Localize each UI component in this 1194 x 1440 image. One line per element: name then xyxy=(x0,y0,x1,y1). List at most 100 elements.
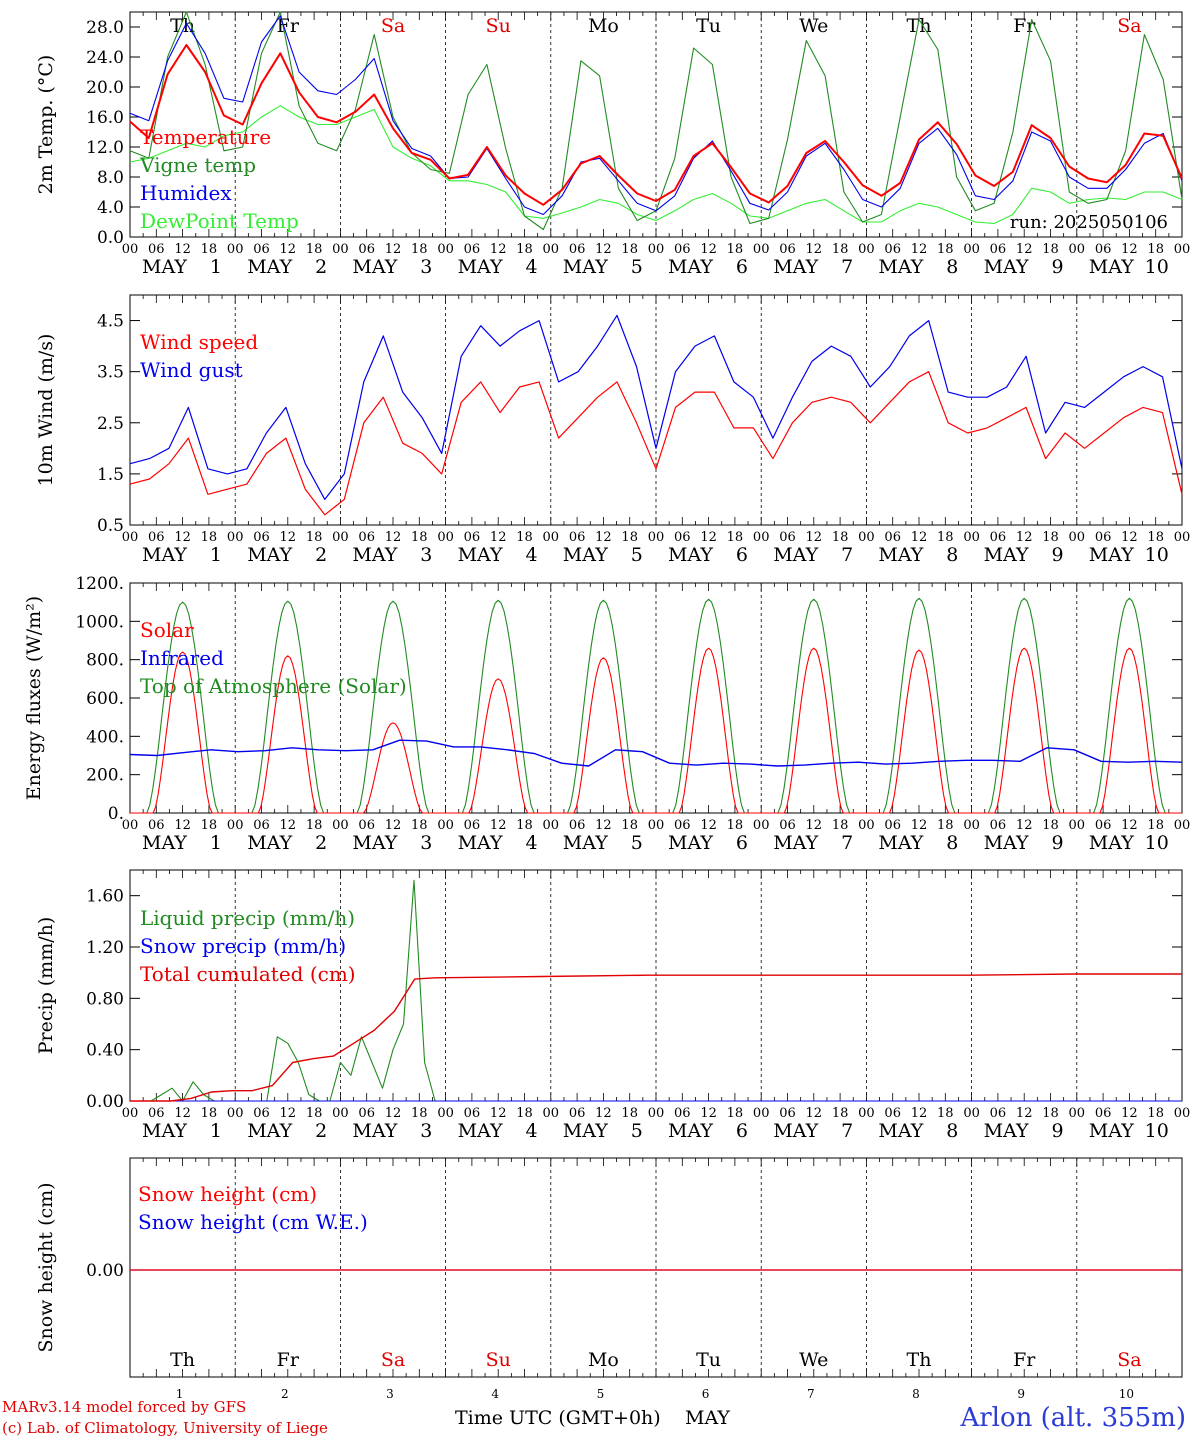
day-number-label: 5 xyxy=(597,1387,605,1401)
legend-entry: Wind gust xyxy=(140,358,243,382)
hour-tick-label: 00 xyxy=(332,530,349,545)
date-month-label: MAY xyxy=(668,544,713,566)
hour-tick-label: 06 xyxy=(253,530,270,545)
hour-tick-label: 18 xyxy=(621,530,638,545)
date-month-label: MAY xyxy=(352,544,397,566)
hour-tick-label: 18 xyxy=(201,242,218,257)
hour-tick-label: 06 xyxy=(1095,242,1112,257)
weekday-label: Sa xyxy=(1117,1349,1141,1371)
hour-tick-label: 12 xyxy=(595,1106,612,1121)
date-day-label: 5 xyxy=(631,256,643,278)
y-tick-label: 28.0 xyxy=(86,18,124,38)
date-month-label: MAY xyxy=(142,256,187,278)
hour-tick-label: 00 xyxy=(543,530,560,545)
hour-tick-label: 06 xyxy=(990,242,1007,257)
hour-tick-label: 06 xyxy=(674,242,691,257)
weekday-label: Fr xyxy=(1013,15,1036,37)
legend-entry: Infrared xyxy=(140,646,224,670)
date-month-label: MAY xyxy=(984,544,1029,566)
date-day-label: 3 xyxy=(420,544,432,566)
hour-tick-label: 06 xyxy=(253,242,270,257)
hour-tick-label: 00 xyxy=(122,530,139,545)
hour-tick-label: 00 xyxy=(122,818,139,833)
date-month-label: MAY xyxy=(458,544,503,566)
weekday-label: Th xyxy=(907,1349,932,1371)
hour-tick-label: 06 xyxy=(148,242,165,257)
hour-tick-label: 12 xyxy=(806,1106,823,1121)
weekday-label: Th xyxy=(907,15,932,37)
hour-tick-label: 18 xyxy=(1042,818,1059,833)
hour-tick-label: 06 xyxy=(569,818,586,833)
hour-tick-label: 06 xyxy=(464,818,481,833)
hour-tick-label: 18 xyxy=(306,530,323,545)
y-tick-label: 20.0 xyxy=(86,78,124,98)
hour-tick-label: 12 xyxy=(806,242,823,257)
weekday-label: Fr xyxy=(277,15,300,37)
hour-tick-label: 00 xyxy=(122,242,139,257)
day-number-label: 6 xyxy=(702,1387,710,1401)
hour-tick-label: 06 xyxy=(358,818,375,833)
date-month-label: MAY xyxy=(984,832,1029,854)
day-number-label: 10 xyxy=(1119,1387,1134,1401)
day-number-label: 9 xyxy=(1017,1387,1025,1401)
y-tick-label: 0.00 xyxy=(86,1092,124,1112)
legend-entry: Top of Atmosphere (Solar) xyxy=(140,674,407,698)
hour-tick-label: 18 xyxy=(201,1106,218,1121)
hour-tick-label: 18 xyxy=(1147,1106,1164,1121)
x-axis-title: Time UTC (GMT+0h) xyxy=(455,1407,661,1429)
hour-tick-label: 18 xyxy=(201,818,218,833)
hour-tick-label: 00 xyxy=(437,530,454,545)
date-month-label: MAY xyxy=(142,544,187,566)
hour-tick-label: 18 xyxy=(1147,818,1164,833)
date-day-label: 6 xyxy=(736,544,748,566)
day-number-label: 7 xyxy=(807,1387,815,1401)
y-tick-label: 3.5 xyxy=(97,363,124,383)
hour-tick-label: 12 xyxy=(700,1106,717,1121)
hour-tick-label: 18 xyxy=(516,242,533,257)
date-month-label: MAY xyxy=(563,832,608,854)
hour-tick-label: 00 xyxy=(753,818,770,833)
date-day-label: 1 xyxy=(210,544,222,566)
date-day-label: 6 xyxy=(736,832,748,854)
date-day-label: 1 xyxy=(210,832,222,854)
date-day-label: 3 xyxy=(420,832,432,854)
y-tick-label: 4.0 xyxy=(97,198,124,218)
hour-tick-label: 06 xyxy=(148,530,165,545)
date-day-label: 2 xyxy=(315,256,327,278)
date-month-label: MAY xyxy=(142,832,187,854)
date-month-label: MAY xyxy=(563,544,608,566)
date-month-label: MAY xyxy=(878,256,923,278)
hour-tick-label: 06 xyxy=(358,530,375,545)
hour-tick-label: 18 xyxy=(621,818,638,833)
hour-tick-label: 00 xyxy=(437,818,454,833)
y-tick-label: 0.00 xyxy=(86,1261,124,1281)
date-month-label: MAY xyxy=(352,256,397,278)
hour-tick-label: 18 xyxy=(1042,1106,1059,1121)
hour-tick-label: 06 xyxy=(569,1106,586,1121)
hour-tick-label: 18 xyxy=(937,818,954,833)
hour-tick-label: 12 xyxy=(280,818,297,833)
hour-tick-label: 06 xyxy=(464,1106,481,1121)
date-day-label: 6 xyxy=(736,256,748,278)
hour-tick-label: 00 xyxy=(122,1106,139,1121)
hour-tick-label: 00 xyxy=(1069,818,1086,833)
hour-tick-label: 12 xyxy=(385,242,402,257)
hour-tick-label: 12 xyxy=(385,818,402,833)
hour-tick-label: 18 xyxy=(832,242,849,257)
date-month-label: MAY xyxy=(352,832,397,854)
hour-tick-label: 12 xyxy=(174,818,191,833)
y-tick-label: 24.0 xyxy=(86,48,124,68)
hour-tick-label: 18 xyxy=(621,242,638,257)
weekday-label: Fr xyxy=(1013,1349,1036,1371)
legend-entry: Total cumulated (cm) xyxy=(140,962,356,986)
date-month-label: MAY xyxy=(984,1120,1029,1142)
date-day-label: 10 xyxy=(1145,256,1169,278)
date-day-label: 8 xyxy=(946,832,958,854)
y-axis-title: Snow height (cm) xyxy=(35,1182,57,1352)
hour-tick-label: 18 xyxy=(411,530,428,545)
hour-tick-label: 18 xyxy=(937,242,954,257)
hour-tick-label: 12 xyxy=(911,818,928,833)
hour-tick-label: 18 xyxy=(727,242,744,257)
hour-tick-label: 18 xyxy=(306,818,323,833)
hour-tick-label: 18 xyxy=(621,1106,638,1121)
